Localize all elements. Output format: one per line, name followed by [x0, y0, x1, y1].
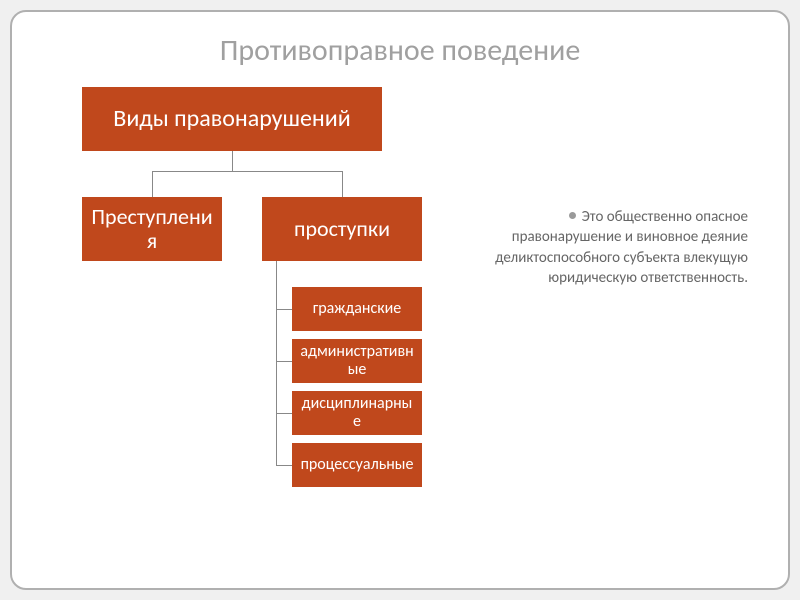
side-text: Это общественно опасное правонарушение и… [495, 208, 748, 287]
bullet-icon [569, 212, 576, 219]
hierarchy-diagram: Виды правонарушений Преступления проступки… [42, 87, 452, 557]
connector [276, 361, 292, 362]
connector [276, 309, 292, 310]
slide-title: Противоправное поведение [42, 32, 758, 69]
node-c4: процессуальные [292, 443, 422, 487]
side-panel: Это общественно опасное правонарушение и… [472, 87, 758, 557]
side-text-block: Это общественно опасное правонарушение и… [472, 207, 748, 288]
node-c3: дисциплинарные [292, 391, 422, 435]
connector [152, 171, 153, 197]
content-row: Виды правонарушений Преступления проступки… [42, 87, 758, 557]
connector [152, 171, 342, 172]
connector [276, 413, 292, 414]
slide: Противоправное поведение Виды правонаруш… [10, 10, 790, 590]
connector [342, 171, 343, 197]
connector [276, 261, 277, 465]
node-right: проступки [262, 197, 422, 261]
node-left: Преступления [82, 197, 222, 261]
node-root: Виды правонарушений [82, 87, 382, 151]
connector [232, 151, 233, 171]
node-c2: административные [292, 339, 422, 383]
node-c1: гражданские [292, 287, 422, 331]
connector [276, 465, 292, 466]
